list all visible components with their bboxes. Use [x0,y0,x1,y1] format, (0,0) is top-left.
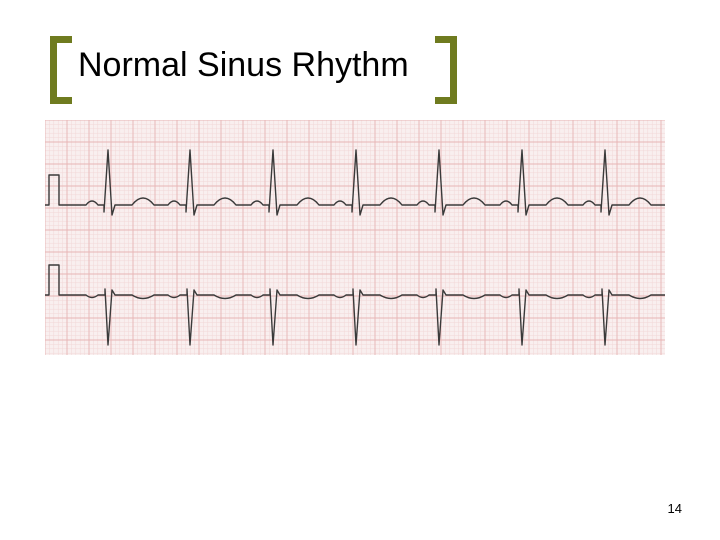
bracket-right-icon [435,36,457,104]
title-block: Normal Sinus Rhythm [60,40,427,91]
ecg-svg [45,120,665,355]
ecg-chart [45,120,665,355]
slide-title: Normal Sinus Rhythm [78,46,409,85]
page-number: 14 [668,501,682,516]
slide: Normal Sinus Rhythm 14 [0,0,720,540]
bracket-left-icon [50,36,72,104]
